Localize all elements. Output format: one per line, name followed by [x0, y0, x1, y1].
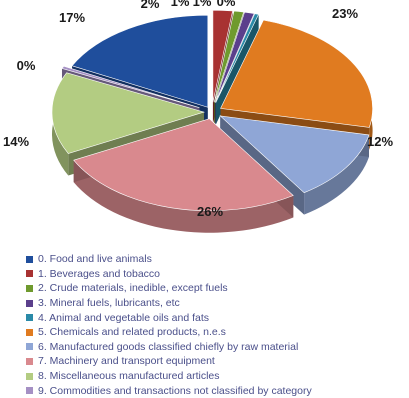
pie-value-label-4: 0% — [17, 58, 36, 73]
legend-label-5: 5. Chemicals and related products, n.e.s — [38, 326, 226, 339]
legend-label-7: 7. Machinery and transport equipment — [38, 355, 215, 368]
pie-slice-top-3 — [214, 11, 255, 103]
legend-swatch-0 — [26, 255, 33, 263]
legend-item-8: 8. Miscellaneous manufactured articles — [26, 369, 312, 384]
pie-value-label-3: 1% — [193, 0, 212, 9]
legend-label-0: 0. Food and live animals — [38, 253, 152, 266]
legend-label-1: 1. Beverages and tobacco — [38, 267, 161, 280]
legend-item-3: 3. Mineral fuels, lubricants, etc — [26, 296, 312, 311]
pie-value-label-8: 14% — [3, 134, 29, 149]
legend-swatch-9 — [26, 387, 33, 395]
pie-slice-top-5 — [220, 19, 373, 128]
legend-swatch-4 — [26, 314, 33, 322]
legend-swatch-6 — [26, 343, 33, 351]
pie-slice-side-7 — [73, 160, 294, 233]
legend-item-1: 1. Beverages and tobacco — [26, 267, 312, 282]
legend-swatch-8 — [26, 372, 33, 380]
pie-value-label-6: 12% — [367, 134, 393, 149]
legend-item-5: 5. Chemicals and related products, n.e.s — [26, 325, 312, 340]
legend-label-6: 6. Manufactured goods classified chiefly… — [38, 340, 299, 353]
legend-label-3: 3. Mineral fuels, lubricants, etc — [38, 297, 180, 310]
pie-slice-top-2 — [213, 10, 245, 103]
pie-slice-top-1 — [212, 9, 233, 103]
legend-item-4: 4. Animal and vegetable oils and fats — [26, 310, 312, 325]
pie-value-label-2: 1% — [171, 0, 190, 9]
legend-item-7: 7. Machinery and transport equipment — [26, 354, 312, 369]
legend-item-6: 6. Manufactured goods classified chiefly… — [26, 340, 312, 355]
legend-item-2: 2. Crude materials, inedible, except fue… — [26, 281, 312, 296]
pie-slice-top-6 — [219, 115, 370, 194]
pie-chart-svg: 17% 2% 1% 1% 0% 23% 12% 26% 14% 0% — [3, 0, 393, 233]
legend-swatch-1 — [26, 270, 33, 278]
pie-value-label-5: 23% — [332, 6, 358, 21]
chart-legend: 0. Food and live animals 1. Beverages and… — [26, 252, 312, 398]
pie-slice-side-6 — [304, 134, 370, 215]
pie-slice-7 — [73, 118, 294, 233]
pie-slice-top-7 — [73, 118, 294, 212]
pie-value-label-7: 26% — [197, 204, 223, 219]
legend-label-4: 4. Animal and vegetable oils and fats — [38, 311, 210, 324]
pie-slice-top-0 — [71, 14, 209, 108]
pie-slice-top-4 — [215, 13, 260, 103]
legend-label-9: 9. Commodities and transactions not clas… — [38, 384, 312, 397]
pie-value-label-1: 2% — [141, 0, 160, 11]
legend-swatch-5 — [26, 328, 33, 336]
legend-item-0: 0. Food and live animals — [26, 252, 312, 267]
pie-chart: 17% 2% 1% 1% 0% 23% 12% 26% 14% 0% — [3, 0, 393, 233]
legend-swatch-7 — [26, 357, 33, 365]
pie-value-label-0: 17% — [59, 10, 85, 25]
legend-swatch-2 — [26, 284, 33, 292]
legend-label-8: 8. Miscellaneous manufactured articles — [38, 370, 220, 383]
pie-slice-top-9 — [61, 65, 200, 108]
legend-label-2: 2. Crude materials, inedible, except fue… — [38, 282, 228, 295]
pie-value-label-9: 0% — [217, 0, 236, 9]
legend-swatch-3 — [26, 299, 33, 307]
pie-slice-top-8 — [51, 72, 206, 154]
